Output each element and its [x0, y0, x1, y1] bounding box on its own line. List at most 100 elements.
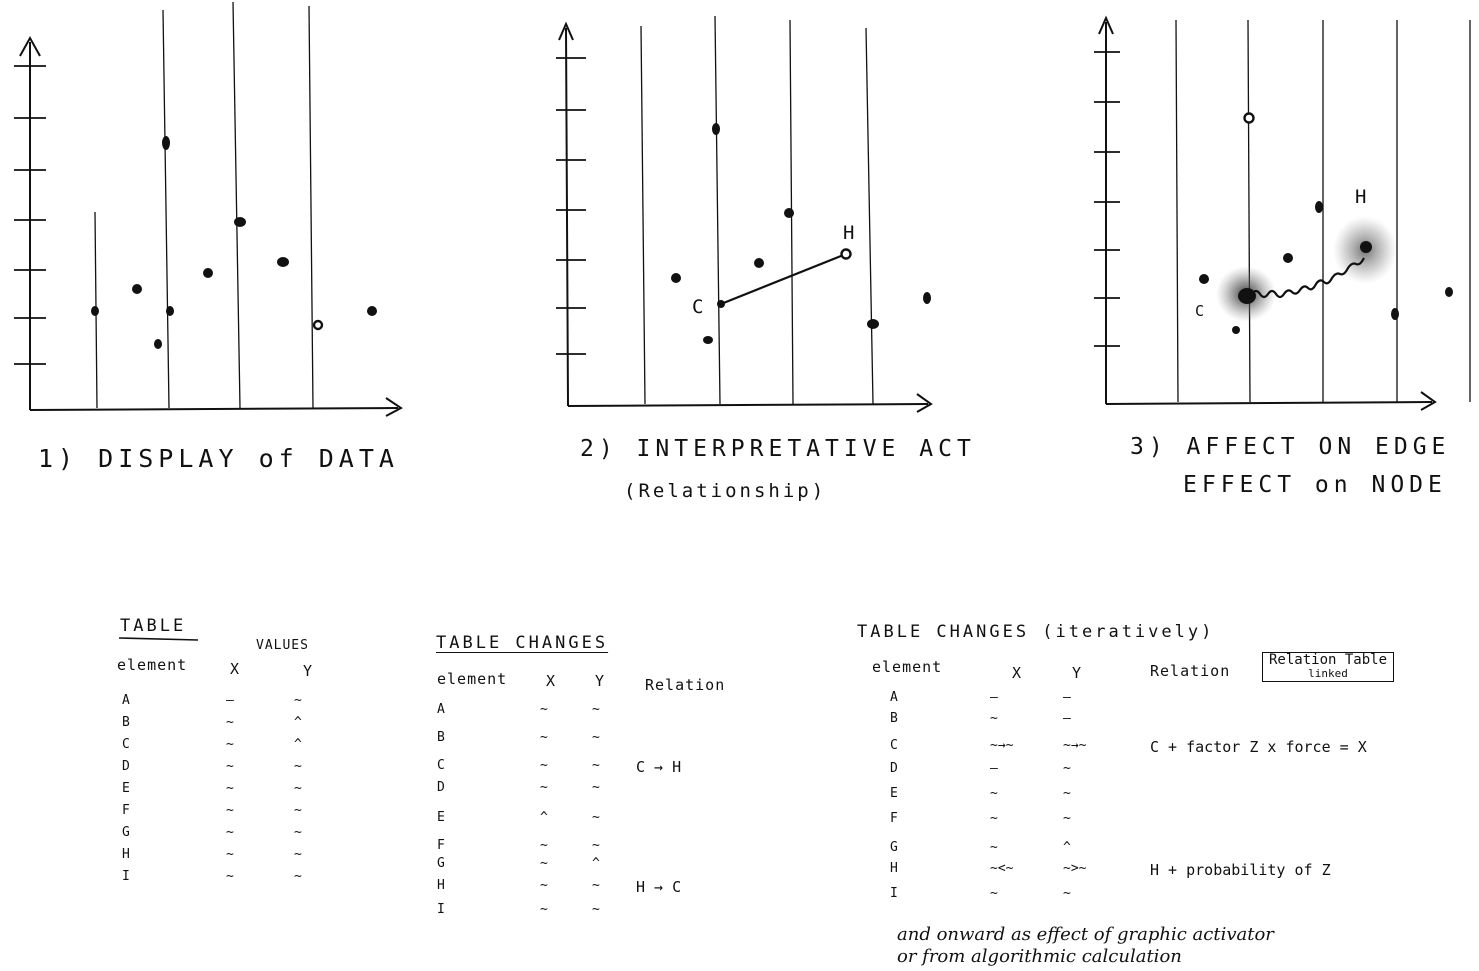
table3-col-y: Y [1072, 664, 1083, 682]
table-cell-element: B [437, 730, 445, 745]
table-cell-x: – [990, 761, 998, 776]
table-cell-x: ~ [540, 856, 548, 871]
table-cell-element: H [890, 861, 898, 876]
data-point-c [1238, 288, 1256, 304]
data-point-c [717, 300, 725, 308]
table2-col-element: element [437, 670, 508, 688]
panel-1-points [91, 136, 377, 349]
data-point [132, 284, 142, 294]
table-cell-x: ~ [990, 811, 998, 826]
panel-2-y-arrow [558, 21, 574, 41]
table-cell-x: ~ [540, 730, 548, 745]
table3-relation-table-sublabel: linked [1308, 667, 1348, 680]
table-cell-element: D [437, 780, 445, 795]
panel-1-x-axis [29, 407, 399, 411]
data-point [712, 123, 720, 135]
table-cell-x: ~ [540, 838, 548, 853]
table-cell-element: A [122, 693, 130, 708]
data-point [1391, 308, 1399, 320]
table-cell-y: ~ [592, 702, 600, 717]
table-cell-x: ~ [990, 886, 998, 901]
panel-1-caption: 1) DISPLAY of DATA [38, 444, 399, 473]
data-point [1232, 326, 1240, 334]
data-point [1315, 201, 1323, 213]
table-cell-y: ~ [592, 878, 600, 893]
panel-1-y-ticks [14, 65, 46, 365]
table-cell-relation: C → H [636, 758, 682, 776]
panel-3-caption: 3) AFFECT ON EDGE [1130, 434, 1451, 460]
table-cell-y: ^ [592, 856, 600, 871]
table-cell-y: ~ [294, 781, 302, 796]
table-cell-element: C [890, 738, 898, 753]
panel-2-label-c: C [692, 296, 704, 318]
table-cell-relation: H + probability of Z [1150, 861, 1331, 879]
panel-3-label-c: C [1195, 302, 1205, 320]
table-cell-element: D [122, 759, 130, 774]
data-point [277, 257, 289, 267]
table-cell-element: I [122, 869, 130, 884]
table-cell-x: – [226, 693, 234, 708]
table3-relation-table-label: Relation Table [1269, 652, 1388, 668]
table-cell-y: ~ [592, 780, 600, 795]
panel-3-gridlines [1175, 19, 1471, 403]
panel-3-points [1199, 201, 1453, 334]
table1-title-underline [118, 637, 199, 641]
data-point [784, 208, 794, 218]
table-cell-y: ~ [1063, 811, 1071, 826]
table-cell-element: H [437, 878, 445, 893]
panel-2-y-ticks [556, 57, 586, 355]
table-cell-element: C [437, 758, 445, 773]
panel-2-subcaption: (Relationship) [624, 480, 827, 502]
table-cell-y: ~ [1063, 886, 1071, 901]
table-cell-y: ~ [592, 730, 600, 745]
edge-c-h [720, 252, 847, 306]
panel-2-points [671, 123, 931, 344]
table-cell-relation: C + factor Z x force = X [1150, 738, 1367, 756]
table-cell-y: ~ [592, 758, 600, 773]
data-point [154, 339, 162, 349]
table1-col-element: element [117, 656, 188, 674]
table-cell-y: ^ [294, 715, 302, 730]
table-cell-y: ~ [1063, 761, 1071, 776]
table2-col-x: X [546, 672, 557, 690]
table-cell-y: ~ [592, 810, 600, 825]
table-cell-x: ^ [540, 810, 548, 825]
table3-col-x: X [1012, 664, 1023, 682]
footnote-line-1: and onward as effect of graphic activato… [897, 924, 1274, 945]
table-cell-element: A [890, 690, 898, 705]
panel-2-caption: 2) INTERPRETATIVE ACT [580, 436, 976, 462]
table-cell-x: ~<~ [990, 861, 1014, 876]
table1-values-header: VALUES [256, 638, 309, 653]
table3-col-relation: Relation [1150, 662, 1231, 680]
data-point [91, 306, 99, 316]
table-cell-y: – [1063, 690, 1071, 705]
table-cell-x: ~ [540, 702, 548, 717]
table-cell-x: ~ [226, 737, 234, 752]
table-cell-y: ^ [294, 737, 302, 752]
table-cell-x: ~ [226, 847, 234, 862]
footnote-line-2: or from algorithmic calculation [897, 946, 1182, 967]
table-cell-element: F [890, 811, 898, 826]
table-cell-element: D [890, 761, 898, 776]
table-cell-x: ~ [990, 711, 998, 726]
data-point [162, 136, 170, 150]
table-cell-element: B [890, 711, 898, 726]
table-cell-element: G [437, 856, 445, 871]
table-cell-element: I [437, 902, 445, 917]
data-point [671, 273, 681, 283]
panel-3-subcaption: EFFECT on NODE [1183, 472, 1447, 498]
panel-3-x-axis [1105, 401, 1433, 405]
table-cell-y: ~ [294, 803, 302, 818]
data-point [1283, 253, 1293, 263]
table-cell-element: E [437, 810, 445, 825]
table-cell-y: ^ [1063, 840, 1071, 855]
data-point [703, 336, 713, 344]
table-cell-x: ~ [226, 759, 234, 774]
panel-2-y-axis [565, 27, 569, 407]
table-cell-x: ~ [990, 786, 998, 801]
table3-title: TABLE CHANGES (iteratively) [857, 622, 1215, 642]
table-cell-element: H [122, 847, 130, 862]
panel-3-y-arrow [1098, 15, 1114, 35]
table-cell-x: ~ [540, 758, 548, 773]
panel-1-x-arrow [385, 397, 403, 417]
